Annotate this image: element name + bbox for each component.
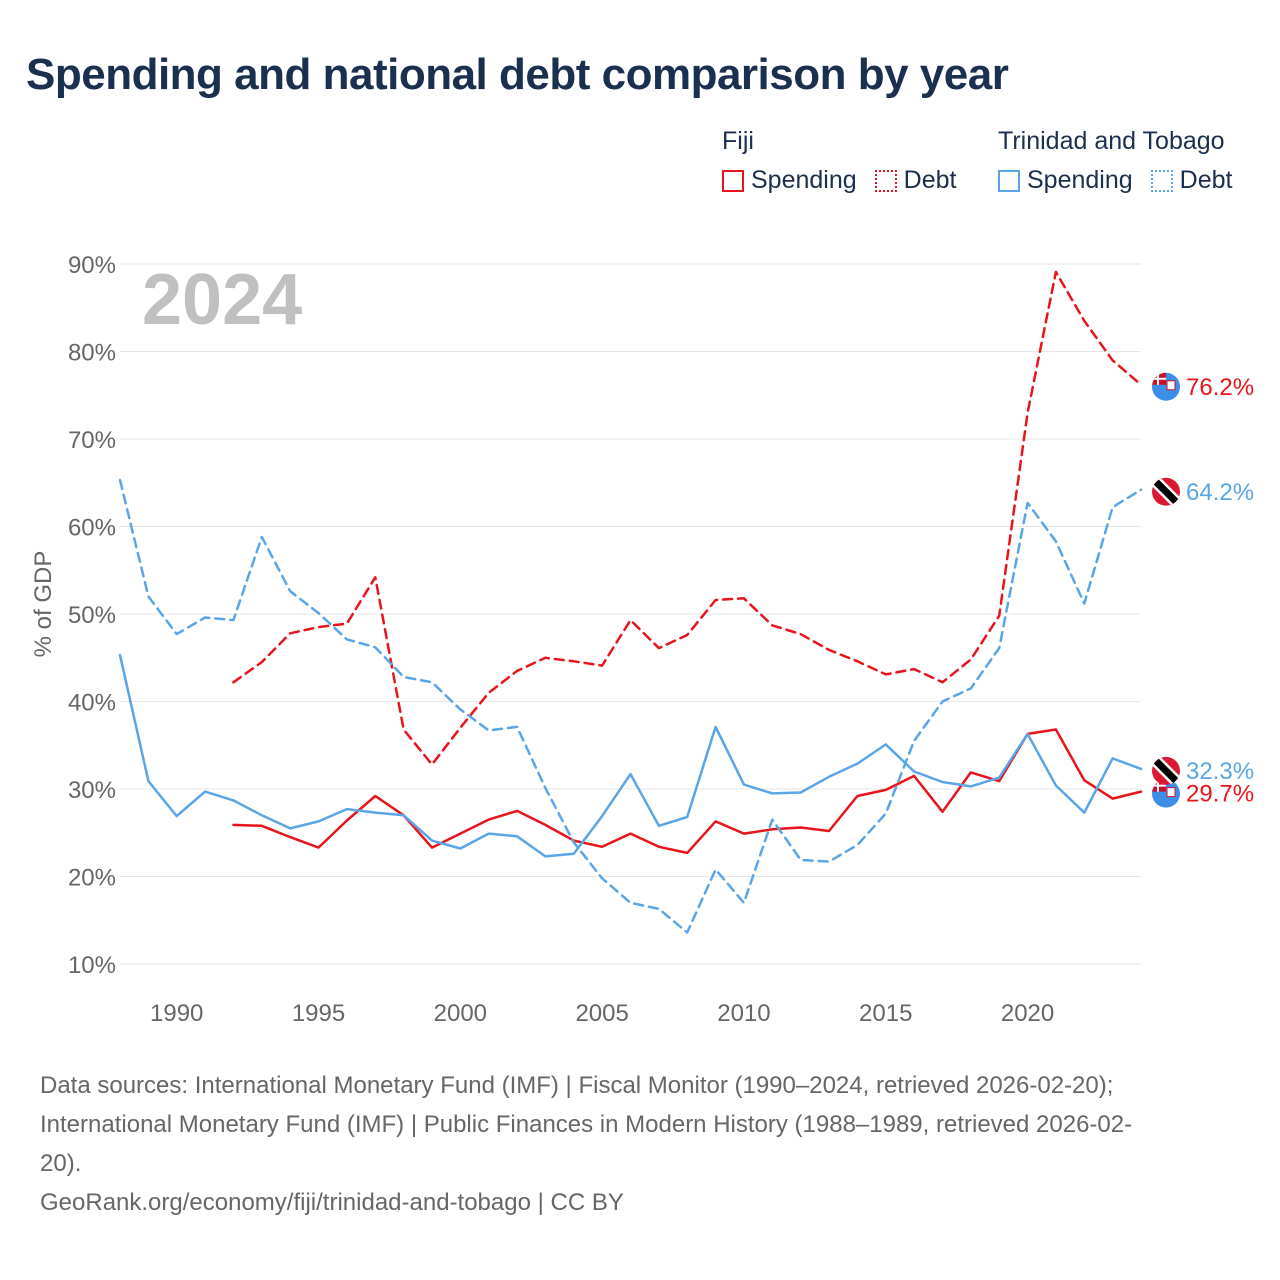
end-label-fiji-debt: 76.2% bbox=[1186, 374, 1254, 401]
end-label-trinidad-and-tobago-spending: 32.3% bbox=[1186, 758, 1254, 785]
series-line-fiji-debt bbox=[232, 270, 1143, 766]
x-tick-label: 2005 bbox=[575, 1000, 628, 1027]
y-tick-label: 50% bbox=[68, 602, 116, 629]
flag-trinidad-and-tobago-spending bbox=[1152, 756, 1180, 785]
footer-attribution: GeoRank.org/economy/fiji/trinidad-and-to… bbox=[40, 1189, 624, 1216]
x-tick-label: 2010 bbox=[717, 1000, 770, 1027]
y-tick-label: 40% bbox=[68, 690, 116, 717]
y-tick-label: 80% bbox=[68, 340, 116, 367]
legend-fiji-spending-label: Spending bbox=[751, 166, 857, 194]
legend-fiji-spending[interactable]: Spending bbox=[722, 166, 857, 195]
line-chart: 10% 20% 30% 40% 50% 60% 70% 80% 90% 1990 1995 2000 2… bbox=[30, 252, 1254, 1027]
x-tick-label: 1990 bbox=[150, 1000, 203, 1027]
x-tick-label: 2000 bbox=[434, 1000, 487, 1027]
y-tick-label: 30% bbox=[68, 777, 116, 804]
flag-trinidad-and-tobago-debt bbox=[1152, 477, 1180, 506]
legend-swatch-tt-spending bbox=[998, 169, 1020, 192]
series-line-trinidad-and-tobago-debt bbox=[118, 478, 1143, 934]
x-tick-label: 2015 bbox=[859, 1000, 912, 1027]
legend-swatch-fiji-spending bbox=[722, 169, 744, 192]
series-line-trinidad-and-tobago-spending bbox=[118, 653, 1143, 858]
legend-tt-spending[interactable]: Spending bbox=[998, 166, 1133, 195]
y-axis-title: % of GDP bbox=[30, 551, 57, 658]
y-tick-label: 20% bbox=[68, 865, 116, 892]
y-tick-label: 60% bbox=[68, 515, 116, 542]
end-label-trinidad-and-tobago-debt: 64.2% bbox=[1186, 479, 1254, 506]
x-tick-label: 1995 bbox=[292, 1000, 345, 1027]
flag-fiji-debt bbox=[1152, 372, 1180, 401]
footer-source-line-3: 20). bbox=[40, 1150, 82, 1177]
legend-trinidad-and-tobago: Trinidad and Tobago Spending Debt bbox=[998, 124, 1250, 195]
x-tick-label: 2020 bbox=[1001, 1000, 1054, 1027]
legend-fiji-title: Fiji bbox=[722, 127, 754, 155]
y-tick-label: 10% bbox=[68, 952, 116, 979]
y-tick-label: 70% bbox=[68, 427, 116, 454]
legend-tt-debt-label: Debt bbox=[1179, 166, 1233, 194]
legend-tt-spending-label: Spending bbox=[1027, 166, 1133, 194]
end-label-fiji-spending: 29.7% bbox=[1186, 781, 1254, 808]
legend-fiji-debt-label: Debt bbox=[903, 166, 957, 194]
legend-tt-debt[interactable]: Debt bbox=[1150, 166, 1233, 195]
footer: Data sources: International Monetary Fun… bbox=[40, 1066, 1240, 1222]
legend-fiji-debt[interactable]: Debt bbox=[874, 166, 957, 195]
legend-swatch-tt-debt bbox=[1150, 169, 1173, 192]
legend-fiji: Fiji Spending Debt bbox=[722, 124, 974, 195]
year-watermark: 2024 bbox=[142, 260, 302, 340]
footer-source-line-2: International Monetary Fund (IMF) | Publ… bbox=[40, 1111, 1133, 1138]
y-tick-label: 90% bbox=[68, 252, 116, 279]
legend-tt-title: Trinidad and Tobago bbox=[998, 127, 1225, 155]
chart-title: Spending and national debt comparison by… bbox=[26, 50, 1009, 99]
legend-swatch-fiji-debt bbox=[874, 169, 897, 192]
series-line-fiji-spending bbox=[232, 728, 1143, 855]
footer-source-line-1: Data sources: International Monetary Fun… bbox=[40, 1072, 1114, 1099]
